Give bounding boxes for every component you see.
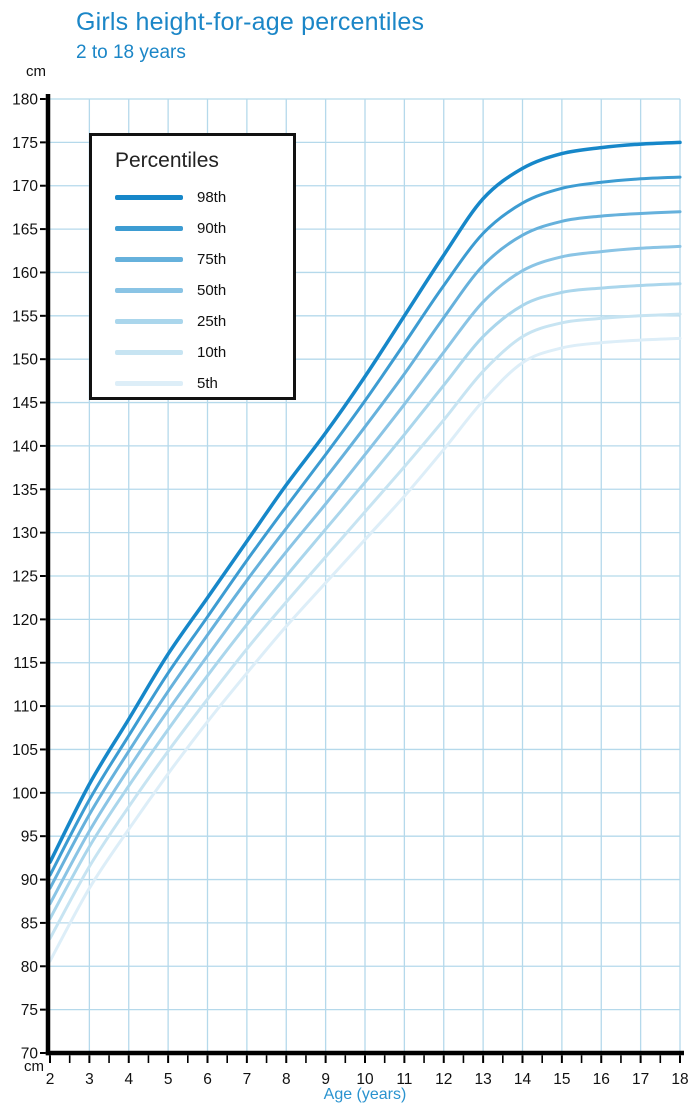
percentile-curve-98th [48,140,682,864]
x-tick-label: 18 [671,1071,688,1088]
x-tick-label: 4 [124,1071,133,1088]
percentile-curve-75th [48,210,682,890]
legend-line-sample [115,319,183,324]
y-tick-label: 110 [13,699,38,716]
x-tick-label: 10 [356,1071,374,1088]
legend-entry-label: 90th [197,220,227,237]
x-tick-label: 16 [593,1071,610,1088]
y-tick-label: 70 [21,1046,39,1063]
x-tick-label: 12 [435,1071,452,1088]
legend-line-sample [115,288,183,293]
y-tick-label: 85 [21,915,38,932]
legend-entry: 98th [92,182,293,213]
legend-title: Percentiles [115,149,219,172]
legend-line-sample [115,257,183,262]
y-tick-label: 180 [12,92,38,109]
x-tick-label: 2 [46,1071,55,1088]
y-tick-label: 145 [12,395,38,412]
legend-entry: 75th [92,244,293,275]
legend-line-sample [115,195,183,200]
percentile-curve-5th [48,336,682,963]
x-tick-label: 5 [164,1071,173,1088]
y-tick-label: 100 [12,785,38,802]
legend-entry-label: 98th [197,189,227,206]
legend-entry-label: 5th [197,375,218,392]
percentile-curve-10th [48,312,682,940]
x-tick-label: 13 [475,1071,492,1088]
legend-entry: 5th [92,368,293,399]
legend-line-sample [115,381,183,386]
x-tick-label: 14 [514,1071,532,1088]
y-tick-label: 175 [12,135,38,152]
y-tick-label: 125 [12,569,38,586]
legend-entry-label: 75th [197,251,227,268]
legend-entry-label: 10th [197,344,227,361]
legend-box: Percentiles 98th 90th 75th 50th 25th 10th 5th [89,133,296,400]
legend-entry: 90th [92,213,293,244]
x-tick-label: 8 [282,1071,291,1088]
x-tick-label: 3 [85,1071,94,1088]
y-tick-label: 80 [21,959,39,976]
x-tick-label: 17 [632,1071,649,1088]
legend-line-sample [115,226,183,231]
y-axis-unit-bottom: cm [24,1058,44,1075]
legend-entry: 50th [92,275,293,306]
legend-entry-label: 50th [197,282,227,299]
legend-entry-label: 25th [197,313,227,330]
y-tick-label: 115 [13,655,38,672]
percentile-curve-50th [48,244,682,906]
x-tick-label: 9 [321,1071,330,1088]
legend-entry: 10th [92,337,293,368]
y-tick-label: 135 [12,482,38,499]
chart-subtitle: 2 to 18 years [76,42,186,63]
y-tick-label: 160 [12,265,38,282]
percentile-curve-25th [48,282,682,921]
y-axis-unit-top: cm [26,63,46,80]
chart-title: Girls height-for-age percentiles [76,8,425,36]
legend-entries: 98th 90th 75th 50th 25th 10th 5th [92,182,293,399]
legend-entry: 25th [92,306,293,337]
y-tick-label: 150 [12,352,38,369]
y-tick-label: 75 [21,1002,38,1019]
x-tick-label: 11 [396,1071,412,1088]
x-tick-label: 15 [553,1071,570,1088]
legend-line-sample [115,350,183,355]
x-tick-label: 7 [243,1071,252,1088]
percentile-curve-90th [48,175,682,877]
x-axis-title: Age (years) [323,1086,407,1103]
y-tick-label: 140 [12,438,38,455]
y-tick-label: 170 [12,178,38,195]
y-tick-label: 120 [12,612,38,629]
y-tick-label: 155 [12,308,38,325]
y-tick-label: 90 [21,872,39,889]
y-tick-label: 95 [21,829,38,846]
y-tick-label: 130 [12,525,38,542]
y-tick-label: 165 [12,222,38,239]
y-tick-label: 105 [12,742,38,759]
x-tick-label: 6 [203,1071,212,1088]
